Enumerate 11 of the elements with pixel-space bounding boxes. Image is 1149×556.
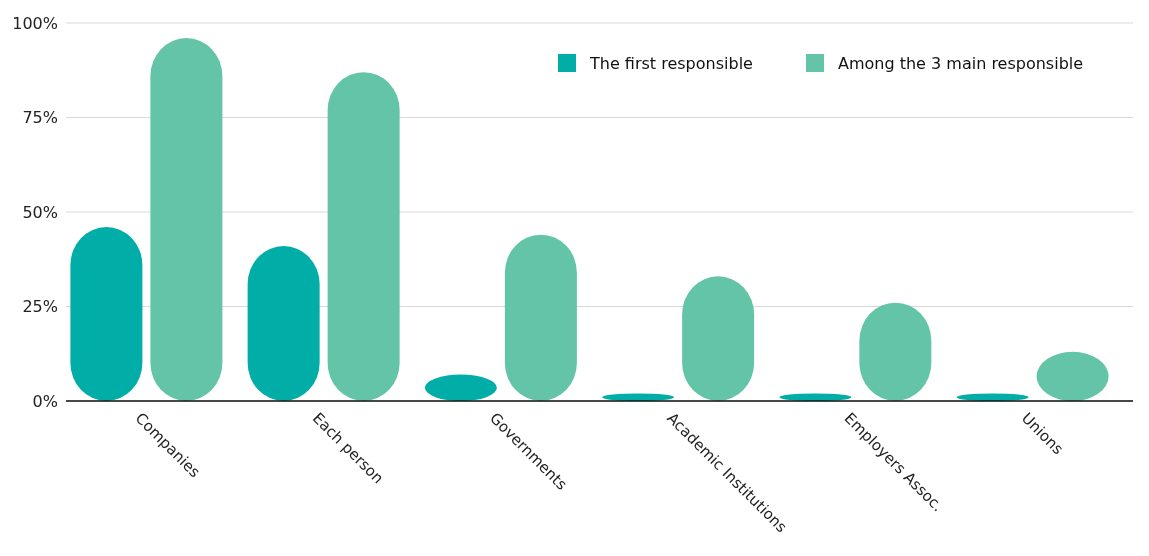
y-tick-label: 0% [32,391,58,411]
y-tick-label: 75% [22,108,58,128]
y-tick-label: 25% [22,297,58,317]
legend-label: The first responsible [589,53,753,73]
y-tick-label: 100% [12,13,58,33]
bar [504,234,577,401]
y-tick-label: 50% [22,202,58,222]
legend-label: Among the 3 main responsible [838,53,1084,73]
bar [150,38,223,401]
bar [327,72,400,401]
bar [70,227,143,401]
